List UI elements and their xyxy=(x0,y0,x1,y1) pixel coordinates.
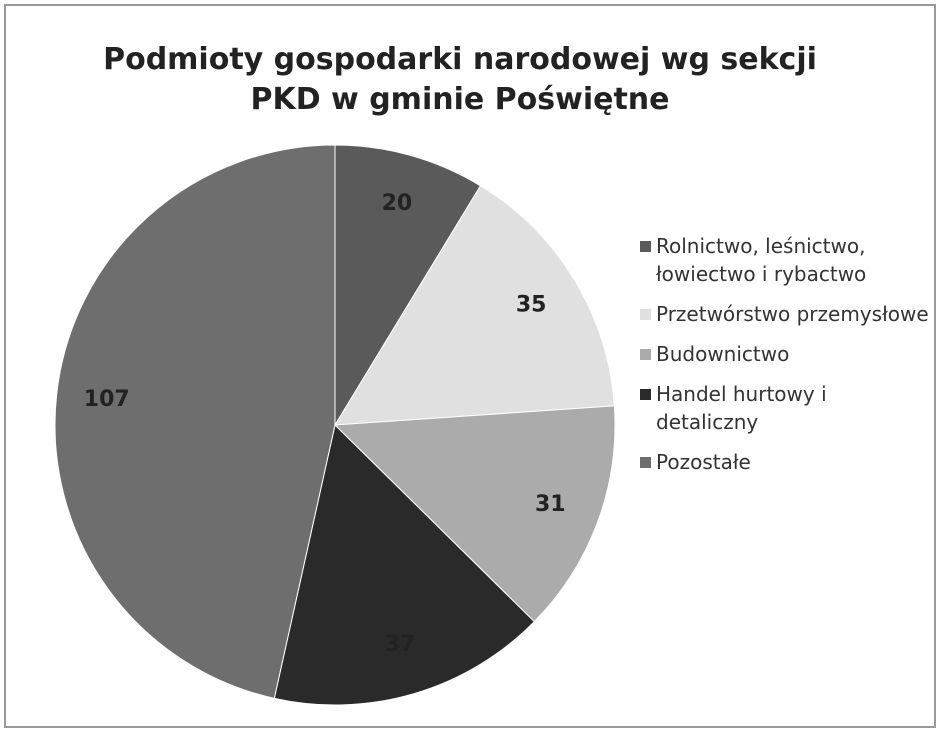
pie-slice xyxy=(334,185,615,426)
legend-item: Rolnictwo, leśnictwo, łowiectwo i rybact… xyxy=(640,232,930,288)
legend-item: Handel hurtowy i detaliczny xyxy=(640,380,930,436)
pie-slice xyxy=(273,424,536,706)
legend: Rolnictwo, leśnictwo, łowiectwo i rybact… xyxy=(640,232,930,488)
pie-slice xyxy=(54,144,336,699)
pie-slice xyxy=(334,144,482,427)
legend-item: Przetwórstwo przemysłowe xyxy=(640,300,930,328)
data-label: 31 xyxy=(535,492,566,517)
legend-swatch xyxy=(640,457,651,468)
legend-label: Pozostałe xyxy=(656,450,751,474)
legend-swatch xyxy=(640,309,651,320)
legend-swatch xyxy=(640,349,651,360)
legend-label: Rolnictwo, leśnictwo, łowiectwo i rybact… xyxy=(656,234,867,286)
data-label: 35 xyxy=(516,293,547,318)
legend-item: Budownictwo xyxy=(640,340,930,368)
legend-label: Handel hurtowy i detaliczny xyxy=(656,382,827,434)
legend-swatch xyxy=(640,389,651,400)
legend-swatch xyxy=(640,241,651,252)
legend-label: Przetwórstwo przemysłowe xyxy=(656,302,929,326)
data-label: 20 xyxy=(382,191,413,216)
legend-item: Pozostałe xyxy=(640,448,930,476)
chart-title: Podmioty gospodarki narodowej wg sekcji … xyxy=(103,42,817,117)
data-label: 107 xyxy=(84,387,130,412)
data-label: 37 xyxy=(385,632,416,657)
legend-label: Budownictwo xyxy=(656,342,790,366)
chart-frame xyxy=(4,4,936,728)
pie-slice xyxy=(333,405,616,623)
